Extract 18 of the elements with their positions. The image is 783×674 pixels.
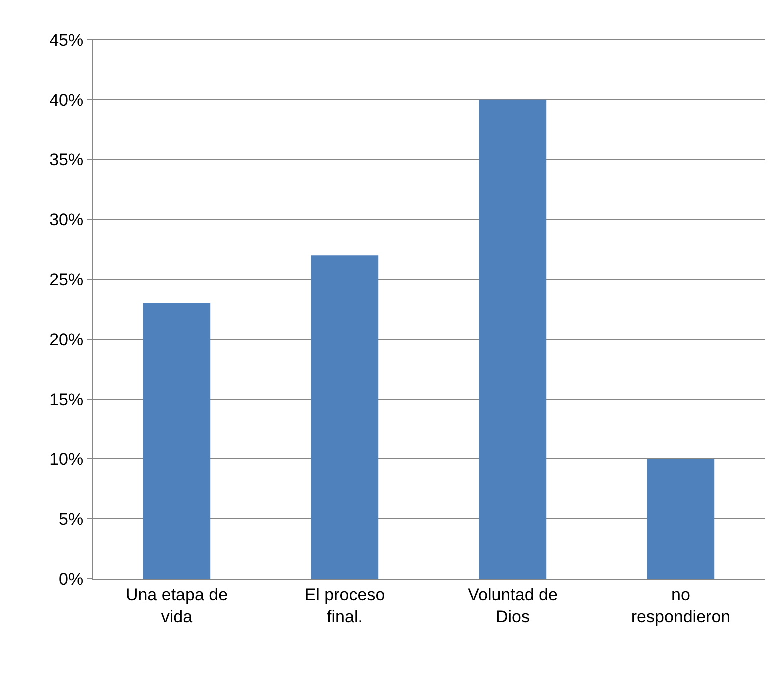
- y-tick-label: 45%: [50, 30, 84, 50]
- x-tick-label: Una etapa de vida: [126, 585, 228, 626]
- bar: [311, 256, 379, 579]
- x-tick-label: Voluntad de Dios: [468, 585, 558, 626]
- x-tick-label: El proceso final.: [304, 585, 386, 626]
- bar: [479, 100, 547, 579]
- bar: [143, 304, 211, 579]
- y-tick-label: 10%: [50, 450, 84, 470]
- y-tick-label: 5%: [59, 510, 84, 530]
- x-tick-label: no respondieron: [631, 585, 731, 626]
- y-tick-label: 0%: [59, 570, 84, 589]
- y-tick-label: 20%: [50, 330, 84, 350]
- y-tick-label: 40%: [50, 90, 84, 110]
- y-tick-label: 25%: [50, 270, 84, 290]
- y-tick-label: 15%: [50, 390, 84, 410]
- y-tick-label: 35%: [50, 150, 84, 170]
- y-tick-label: 30%: [50, 210, 84, 230]
- bar: [647, 459, 715, 579]
